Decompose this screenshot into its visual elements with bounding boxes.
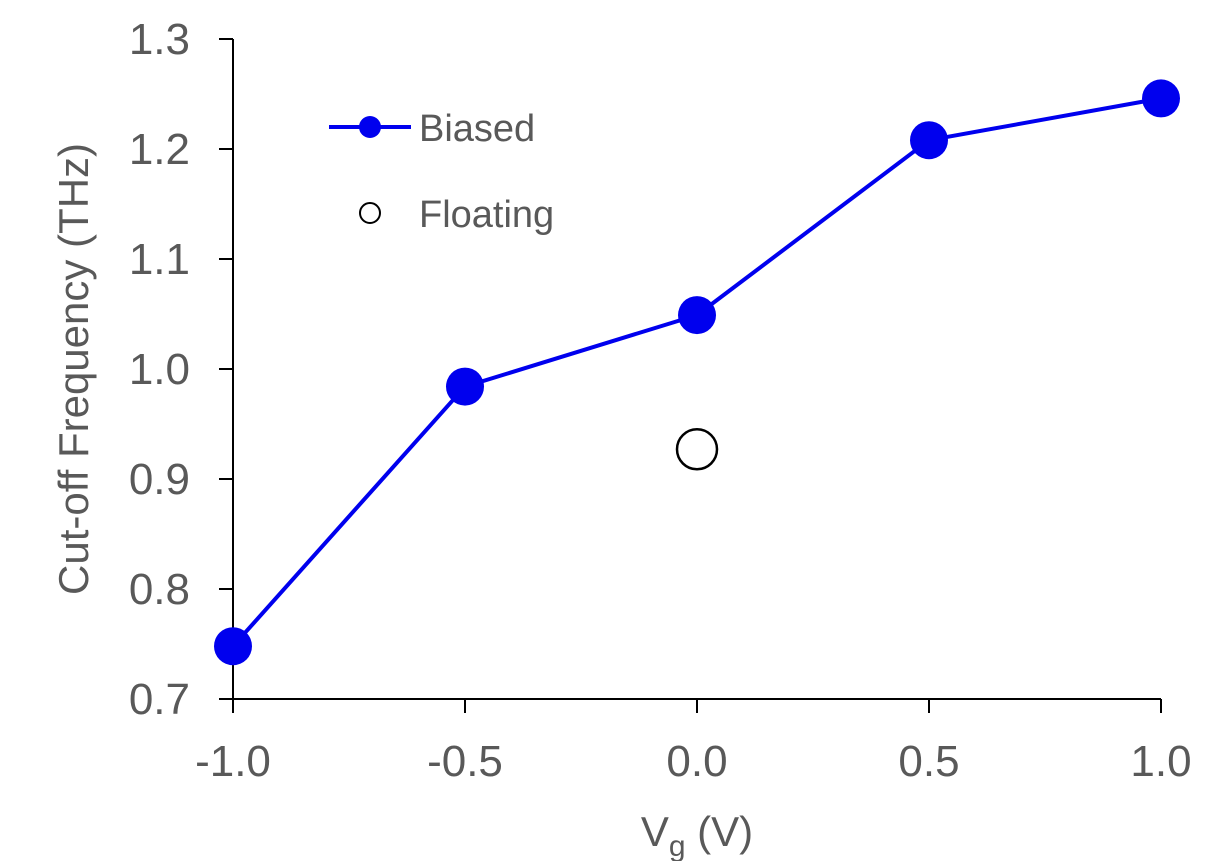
- y-tick-label: 1.3: [129, 15, 190, 64]
- legend-biased-label: Biased: [419, 108, 535, 150]
- series-floating-point: [675, 428, 719, 471]
- y-tick-label: 0.8: [129, 565, 190, 614]
- y-tick-label: 0.9: [129, 455, 190, 504]
- y-tick-label: 1.0: [129, 345, 190, 394]
- x-tick-label: 0.5: [898, 737, 959, 786]
- series-biased-point: [678, 296, 716, 335]
- legend-floating-marker: [359, 202, 381, 224]
- series-biased-line: [231, 96, 1162, 648]
- x-axis-title-unit: (V): [686, 808, 754, 855]
- x-tick-label: -1.0: [195, 737, 271, 786]
- y-ticks: 0.7 0.8 0.9 1.0 1.1 1.2 1.3: [129, 15, 233, 724]
- x-axis-title-subscript: g: [669, 830, 686, 861]
- legend-biased-marker: [359, 116, 381, 138]
- x-tick-label: -0.5: [427, 737, 503, 786]
- y-axis-title: Cut-off Frequency (THz): [50, 143, 97, 595]
- x-axis-title: Vg (V): [641, 808, 753, 861]
- series-biased-point: [446, 367, 484, 406]
- series-layer: [214, 79, 1180, 666]
- y-tick-label: 1.2: [129, 125, 190, 174]
- x-tick-label: 0.0: [666, 737, 727, 786]
- x-tick-label: 1.0: [1130, 737, 1191, 786]
- legend-floating-label: Floating: [419, 194, 554, 236]
- y-tick-label: 1.1: [129, 235, 190, 284]
- series-biased-point: [1142, 79, 1180, 118]
- series-biased-point: [214, 627, 252, 666]
- x-axis-title-main: V: [641, 808, 669, 855]
- x-ticks: -1.0 -0.5 0.0 0.5 1.0: [195, 699, 1192, 786]
- axes: [232, 39, 1161, 700]
- series-biased-point: [910, 121, 948, 160]
- y-tick-label: 0.7: [129, 675, 190, 724]
- legend: Biased Floating: [329, 108, 554, 236]
